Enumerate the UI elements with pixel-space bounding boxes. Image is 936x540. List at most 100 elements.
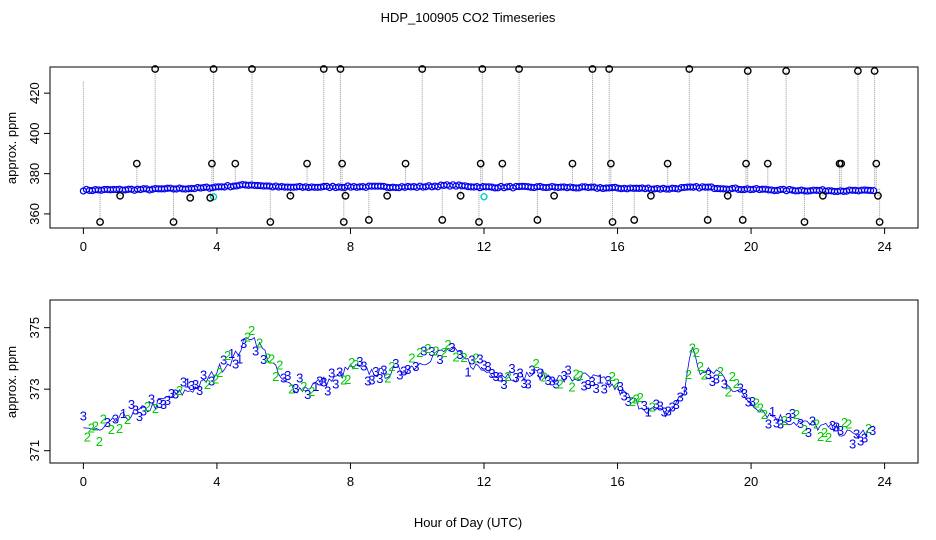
calibration-point — [800, 218, 809, 226]
calibration-point — [364, 216, 373, 224]
series-point-label: 2 — [633, 392, 640, 407]
series-point-label: 1 — [228, 346, 235, 361]
series-point-label: 2 — [388, 359, 395, 374]
series-point-label: 3 — [741, 386, 748, 401]
series-point-label: 2 — [384, 371, 391, 386]
top-calibration-drop-lines — [82, 69, 881, 222]
series-point-label: 2 — [729, 369, 736, 384]
calibration-point — [456, 191, 465, 200]
calibration-point — [476, 159, 485, 168]
series-point-label: 3 — [368, 372, 375, 387]
series-point-label: 3 — [112, 411, 119, 426]
calibration-point — [96, 218, 104, 226]
calibration-point — [248, 65, 256, 73]
series-point-label: 2 — [276, 358, 283, 373]
series-point-label: 2 — [432, 343, 439, 358]
bottom-panel: 3222223232123333232333332313333232232131… — [4, 299, 919, 530]
series-point-label: 1 — [597, 372, 604, 387]
calibration-point — [438, 216, 447, 224]
series-point-label: 1 — [120, 406, 127, 421]
calibration-point — [286, 191, 295, 200]
calibration-point — [875, 218, 884, 226]
series-point-label: 2 — [440, 345, 447, 360]
series-point-label: 3 — [617, 379, 624, 394]
calibration-point — [303, 159, 311, 168]
y-tick-label: 420 — [27, 82, 42, 104]
calibration-point — [533, 216, 542, 224]
calibration-point — [818, 191, 827, 200]
series-point-label: 3 — [284, 368, 291, 383]
series-point-label: 3 — [220, 352, 227, 367]
calibration-point — [606, 159, 615, 168]
series-point-label: 3 — [837, 423, 844, 438]
calibration-point — [383, 191, 392, 200]
series-point-label: 3 — [641, 398, 648, 413]
calibration-point — [743, 67, 752, 75]
series-point-label: 3 — [709, 374, 716, 389]
series-point-label: 2 — [813, 416, 820, 431]
series-point-label: 3 — [476, 352, 483, 367]
calibration-point — [186, 193, 195, 202]
series-point-label: 3 — [436, 352, 443, 367]
series-point — [866, 186, 875, 195]
series-point-label: 3 — [80, 408, 87, 423]
series-point-label: 2 — [152, 401, 159, 416]
series-point-label: 3 — [673, 397, 680, 412]
calibration-point — [266, 218, 275, 226]
series-point-label: 2 — [717, 364, 724, 379]
series-point-label: 2 — [577, 368, 584, 383]
series-point-label: 2 — [88, 421, 95, 436]
series-point-label: 3 — [853, 426, 860, 441]
calibration-point — [336, 65, 345, 73]
series-point — [869, 187, 878, 195]
calibration-point — [630, 216, 639, 224]
series-point-label: 3 — [140, 404, 147, 419]
calibration-point — [338, 159, 347, 168]
calibration-point — [588, 65, 597, 73]
series-point-label: 3 — [544, 373, 551, 388]
y-tick-label: 375 — [27, 317, 42, 339]
series-point-label: 3 — [484, 359, 491, 374]
calibration-point — [231, 159, 240, 168]
y-tick-label: 371 — [27, 440, 42, 462]
series-point-label: 2 — [344, 372, 351, 387]
calibration-point — [169, 218, 178, 226]
series-point-label: 2 — [693, 345, 700, 360]
x-tick-label: 4 — [213, 474, 220, 489]
top-series-points — [79, 180, 878, 201]
series-point-label: 2 — [841, 415, 848, 430]
series-point-label: 3 — [232, 357, 239, 372]
series-point-label: 2 — [256, 335, 263, 350]
series-point-label: 3 — [669, 399, 676, 414]
series-point-label: 1 — [769, 404, 776, 419]
calibration-point — [663, 159, 672, 168]
series-point-label: 3 — [296, 371, 303, 386]
series-point-label: 3 — [160, 397, 167, 412]
series-point-label: 3 — [492, 369, 499, 384]
series-point-label: 3 — [601, 381, 608, 396]
series-point-label: 3 — [552, 376, 559, 391]
series-point-label: 3 — [833, 419, 840, 434]
series-point-label: 2 — [244, 329, 251, 344]
series-point-label: 2 — [224, 348, 231, 363]
series-point-label: 2 — [460, 350, 467, 365]
series-point-label: 2 — [689, 340, 696, 355]
series-point-label: 3 — [809, 414, 816, 429]
x-tick-label: 16 — [610, 239, 624, 254]
series-point-label: 3 — [336, 365, 343, 380]
series-point-label: 3 — [516, 366, 523, 381]
calibration-point — [339, 218, 348, 226]
series-point-label: 2 — [701, 368, 708, 383]
series-point-label: 3 — [104, 415, 111, 430]
series-point-label: 2 — [352, 357, 359, 372]
series-point-label: 3 — [480, 357, 487, 372]
series-point-label: 3 — [797, 416, 804, 431]
series-point-label: 2 — [144, 399, 151, 414]
series-point-label: 2 — [444, 337, 451, 352]
series-point-label: 3 — [805, 425, 812, 440]
series-point-label: 2 — [92, 418, 99, 433]
series-point-label: 2 — [629, 394, 636, 409]
series-point-label: 2 — [569, 380, 576, 395]
series-point-label: 2 — [96, 434, 103, 449]
bottom-y-axis-label: approx. ppm — [4, 346, 19, 418]
